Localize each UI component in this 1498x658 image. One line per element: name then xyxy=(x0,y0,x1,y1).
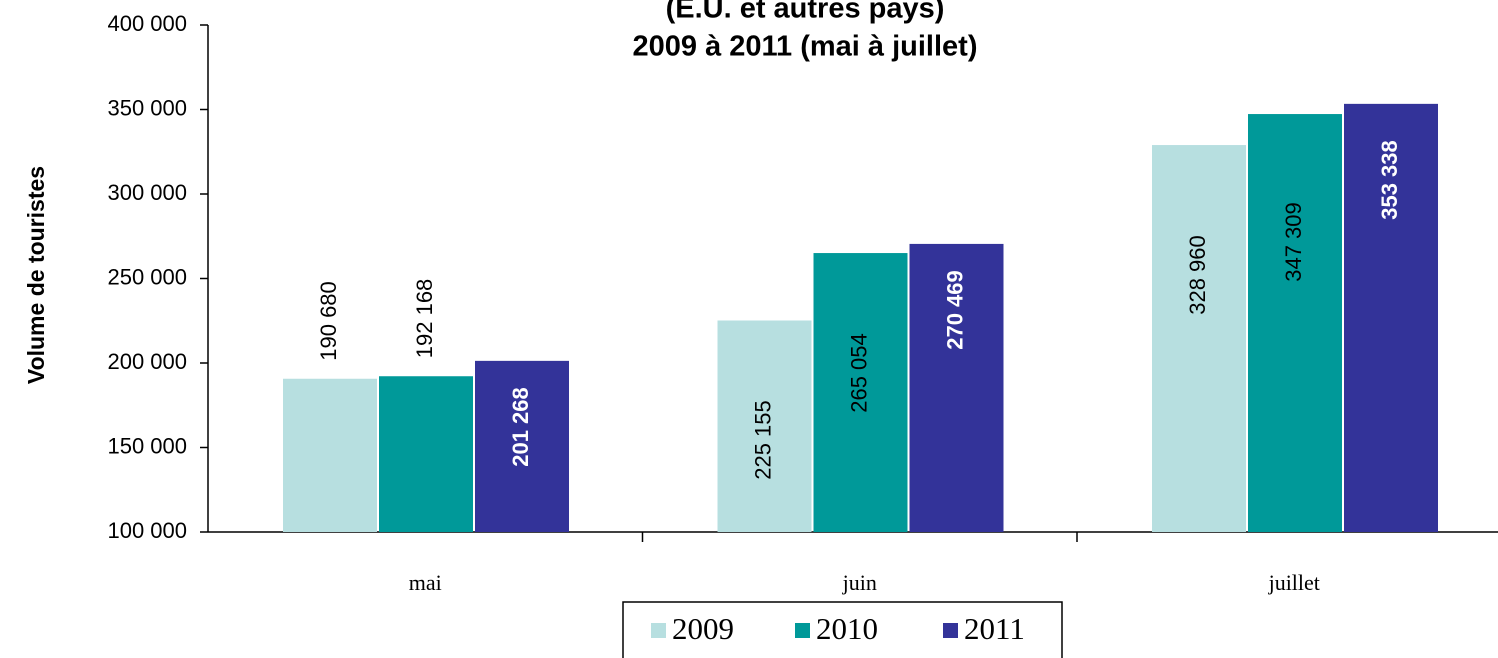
chart-title: (É.U. et autres pays) xyxy=(666,0,945,25)
value-label: 270 469 xyxy=(942,270,967,350)
bar xyxy=(475,360,569,532)
value-label: 190 680 xyxy=(316,281,341,361)
y-tick-label: 200 000 xyxy=(107,349,187,374)
y-tick-label: 300 000 xyxy=(107,180,187,205)
bar xyxy=(379,376,473,532)
bar xyxy=(717,320,812,532)
bar xyxy=(909,243,1004,532)
legend-box xyxy=(622,601,1063,658)
value-label: 328 960 xyxy=(1185,235,1210,315)
legend-swatch xyxy=(795,623,810,638)
x-tick-label: mai xyxy=(409,570,442,595)
bar xyxy=(1248,114,1342,532)
value-label: 265 054 xyxy=(846,333,871,413)
legend-swatch xyxy=(651,623,666,638)
value-label: 201 268 xyxy=(508,387,533,467)
y-tick-label: 250 000 xyxy=(107,264,187,289)
y-tick-label: 100 000 xyxy=(107,518,187,543)
legend-label: 2011 xyxy=(964,611,1025,646)
value-label: 353 338 xyxy=(1377,140,1402,220)
value-label: 347 309 xyxy=(1281,202,1306,282)
y-tick-label: 400 000 xyxy=(107,11,187,36)
value-label: 192 168 xyxy=(412,279,437,359)
y-axis-title: Volume de touristes xyxy=(23,166,49,384)
bar xyxy=(813,253,908,532)
bar xyxy=(283,378,377,532)
value-label: 225 155 xyxy=(750,400,775,480)
y-tick-label: 350 000 xyxy=(107,95,187,120)
x-tick-label: juin xyxy=(842,570,877,595)
x-tick-label: juillet xyxy=(1268,570,1320,595)
bar xyxy=(1344,103,1438,533)
y-tick-label: 150 000 xyxy=(107,433,187,458)
bar xyxy=(1152,145,1246,532)
legend-swatch xyxy=(943,623,958,638)
legend-label: 2010 xyxy=(816,611,878,646)
legend-label: 2009 xyxy=(672,611,734,646)
chart-title: 2009 à 2011 (mai à juillet) xyxy=(633,31,978,63)
